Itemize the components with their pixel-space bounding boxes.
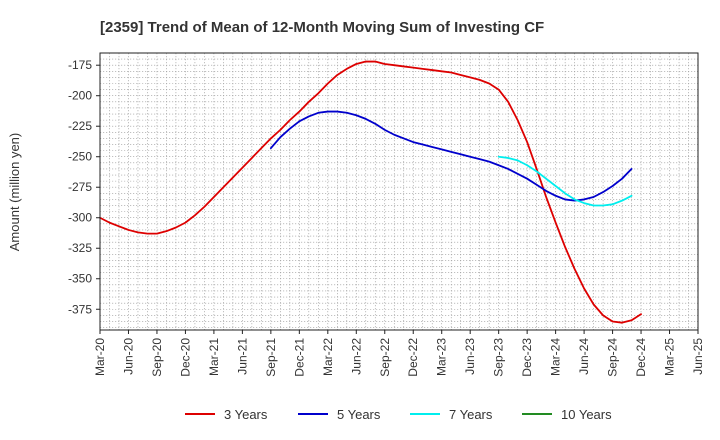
y-axis-label: Amount (million yen): [7, 133, 22, 252]
x-axis: Mar-20 Jun-20 Sep-20 Dec-20 Mar-21 Jun-21 Sep-…: [93, 330, 705, 377]
x-tick-label: Jun-22: [349, 338, 363, 375]
x-tick-label: Sep-24: [606, 338, 620, 377]
x-tick-label: Sep-20: [150, 338, 164, 377]
x-tick-label: Mar-20: [93, 338, 107, 376]
y-tick-label: -325: [68, 241, 92, 255]
y-axis: -175 -200 -225 -250 -275 -300 -325 -350 -375: [68, 58, 100, 316]
x-tick-label: Jun-20: [121, 338, 135, 375]
x-tick-label: Mar-25: [663, 338, 677, 376]
x-tick-label: Dec-24: [634, 338, 648, 377]
legend: 3 Years 5 Years 7 Years 10 Years: [185, 407, 612, 422]
x-tick-label: Mar-22: [321, 338, 335, 376]
x-tick-label: Jun-25: [691, 338, 705, 375]
y-tick-label: -375: [68, 302, 92, 316]
x-tick-label: Dec-20: [178, 338, 192, 377]
y-tick-label: -225: [68, 119, 92, 133]
y-tick-label: -275: [68, 180, 92, 194]
x-tick-label: Jun-21: [235, 338, 249, 375]
y-tick-label: -175: [68, 58, 92, 72]
y-tick-label: -300: [68, 211, 92, 225]
x-tick-label: Mar-24: [549, 338, 563, 376]
chart-title: [2359] Trend of Mean of 12-Month Moving …: [100, 19, 544, 36]
x-tick-label: Sep-22: [378, 338, 392, 377]
series-line-7-years: [497, 155, 633, 207]
legend-label: 10 Years: [561, 407, 612, 422]
legend-label: 3 Years: [224, 407, 268, 422]
y-tick-label: -200: [68, 89, 92, 103]
series-line-5-years: [269, 110, 633, 202]
x-tick-label: Dec-23: [520, 338, 534, 377]
x-tick-label: Jun-23: [463, 338, 477, 375]
y-tick-label: -350: [68, 272, 92, 286]
x-tick-label: Dec-21: [292, 338, 306, 377]
series-layer: [99, 60, 642, 324]
x-tick-label: Mar-23: [435, 338, 449, 376]
legend-label: 7 Years: [449, 407, 493, 422]
legend-label: 5 Years: [337, 407, 381, 422]
x-tick-label: Jun-24: [577, 338, 591, 375]
x-tick-label: Mar-21: [207, 338, 221, 376]
x-tick-label: Sep-23: [492, 338, 506, 377]
x-tick-label: Dec-22: [406, 338, 420, 377]
y-tick-label: -250: [68, 150, 92, 164]
grid: [100, 53, 698, 330]
plot-area: [99, 52, 699, 331]
series-line-3-years: [99, 60, 642, 324]
x-tick-label: Sep-21: [264, 338, 278, 377]
